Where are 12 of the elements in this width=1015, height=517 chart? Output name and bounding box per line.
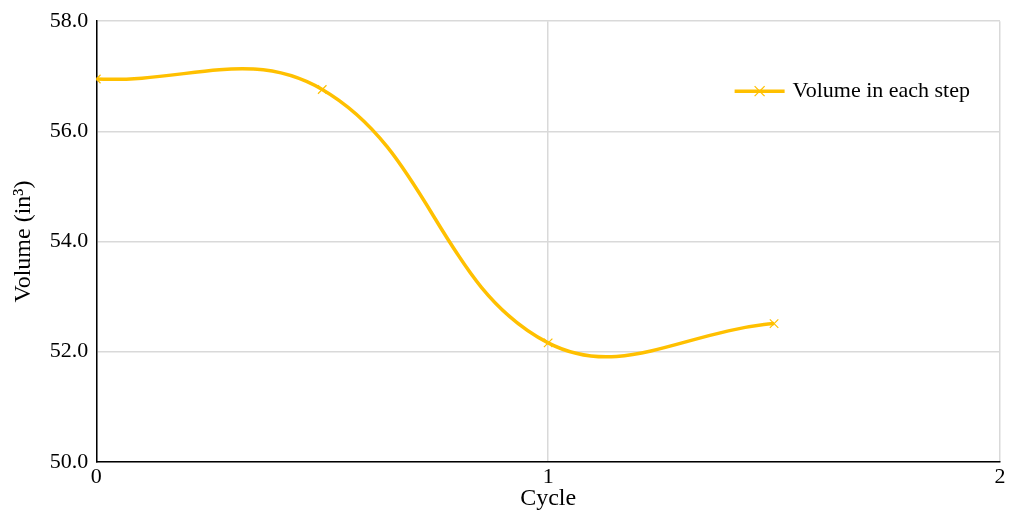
point: [769, 318, 779, 329]
x-tick-label: 0: [90, 462, 102, 488]
y-tick-label: 58.0: [49, 6, 89, 32]
y-tick-label: 50.0: [49, 447, 89, 473]
legend-label: Volume in each step: [792, 76, 970, 102]
x-tick-label: 2: [994, 462, 1006, 488]
y-axis-title: Volume (in³): [8, 180, 35, 303]
point: [317, 84, 328, 95]
y-tick-label: 54.0: [49, 227, 89, 253]
y-tick-label: 52.0: [49, 337, 89, 363]
y-tick-label: 56.0: [49, 117, 89, 143]
point: [543, 338, 553, 348]
